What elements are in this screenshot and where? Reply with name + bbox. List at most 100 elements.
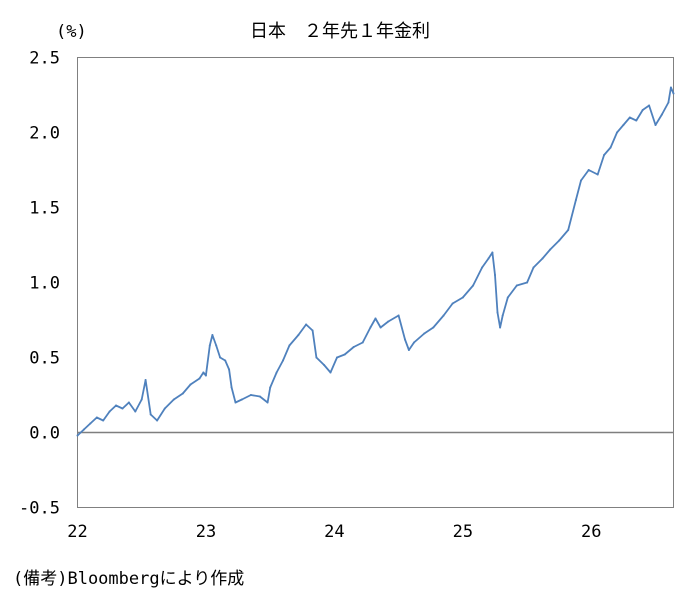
data-point (215, 344, 218, 347)
data-point (275, 371, 278, 374)
data-point (156, 419, 159, 422)
data-point (672, 92, 675, 95)
series-group (76, 86, 675, 437)
y-tick-label: -0.5 (19, 499, 60, 519)
data-point (506, 296, 509, 299)
data-point (501, 314, 504, 317)
data-point (204, 374, 207, 377)
data-point (282, 359, 284, 362)
y-tick-label: 1.5 (29, 199, 60, 219)
data-point (541, 257, 544, 260)
data-point (622, 124, 625, 126)
data-point (181, 392, 184, 395)
x-tick-label: 24 (324, 522, 344, 542)
data-point (442, 314, 445, 317)
data-point (567, 229, 570, 231)
data-point (329, 371, 332, 374)
data-point (89, 422, 92, 425)
data-point (258, 395, 261, 398)
data-point (491, 251, 494, 254)
y-tick-label: 2.0 (29, 124, 60, 144)
data-point (369, 326, 372, 329)
data-point (102, 419, 105, 422)
data-point (635, 119, 638, 122)
y-tick-label: 0.0 (29, 424, 60, 444)
y-axis-unit-label: (%) (56, 22, 87, 42)
data-point (140, 398, 143, 401)
data-point (515, 284, 518, 287)
data-point (266, 401, 269, 404)
data-point (297, 334, 300, 336)
data-point (432, 326, 435, 329)
data-point (461, 296, 464, 299)
data-point (496, 311, 499, 314)
data-point (127, 401, 130, 404)
data-point (481, 266, 484, 269)
y-axis-ticks: 2.5 2.0 1.5 1.0 0.5 0.0 -0.5 (19, 49, 60, 519)
data-point (558, 239, 561, 242)
data-point (228, 368, 231, 371)
data-point (549, 248, 552, 251)
data-point (198, 377, 201, 380)
data-point (413, 341, 415, 344)
source-note: (備考)Bloombergにより作成 (13, 569, 244, 589)
data-point (423, 332, 426, 335)
data-point (660, 113, 663, 116)
data-point (616, 131, 618, 134)
data-point (526, 281, 529, 284)
x-tick-label: 23 (196, 522, 216, 542)
data-point (387, 320, 390, 323)
data-point (628, 116, 631, 119)
data-point (587, 169, 590, 171)
data-point (323, 364, 326, 366)
data-point (379, 326, 382, 329)
data-point (211, 334, 214, 336)
data-point (654, 124, 657, 126)
plot-area (77, 57, 674, 508)
data-point (574, 199, 577, 201)
data-point (234, 401, 237, 404)
data-point (361, 341, 364, 344)
data-point (596, 173, 599, 176)
data-point (224, 359, 227, 362)
data-point (472, 284, 475, 287)
data-point (288, 344, 291, 347)
data-point (219, 356, 222, 359)
data-point (149, 413, 152, 416)
data-point (134, 410, 137, 413)
data-point (115, 404, 117, 407)
data-point (397, 314, 400, 317)
data-point (532, 266, 535, 269)
data-point (202, 371, 205, 374)
y-tick-label: 2.5 (29, 49, 60, 69)
y-tick-label: 0.5 (29, 349, 60, 369)
data-point (494, 274, 496, 276)
data-point (343, 353, 346, 356)
data-point (144, 379, 147, 381)
data-point (580, 179, 582, 182)
data-point (230, 386, 233, 389)
data-point (208, 344, 211, 347)
data-point (374, 317, 377, 320)
data-point (336, 356, 338, 359)
series-line (76, 86, 675, 437)
data-point (95, 416, 98, 419)
data-point (641, 109, 644, 111)
data-point (172, 398, 175, 401)
data-point (82, 428, 85, 431)
data-point (240, 398, 243, 401)
y-tick-label: 1.0 (29, 274, 60, 294)
data-point (499, 326, 502, 329)
data-point (311, 329, 314, 332)
data-point (487, 257, 490, 260)
data-point (315, 356, 318, 359)
data-point (669, 86, 672, 89)
x-tick-label: 25 (453, 522, 473, 542)
data-point (249, 394, 252, 396)
data-point (76, 434, 79, 437)
data-point (108, 410, 111, 413)
data-point (603, 154, 606, 156)
data-point (648, 104, 651, 107)
